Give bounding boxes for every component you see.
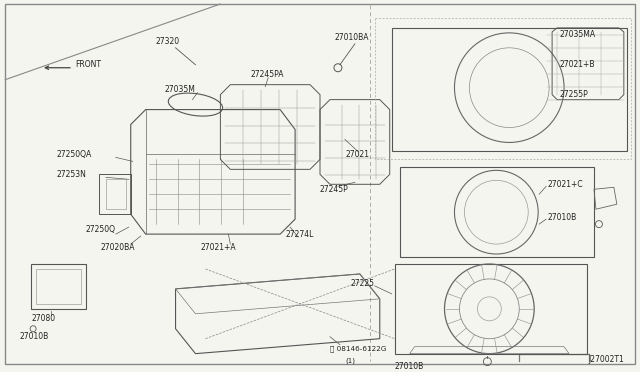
Text: 27010B: 27010B [19, 332, 49, 341]
Text: 27250Q: 27250Q [86, 225, 116, 234]
Text: 27255P: 27255P [559, 90, 588, 99]
Text: 27020BA: 27020BA [101, 243, 135, 251]
Text: 27021+B: 27021+B [559, 60, 595, 69]
Text: FRONT: FRONT [75, 60, 101, 69]
Text: 27225: 27225 [351, 279, 375, 288]
Text: 27021: 27021 [346, 150, 370, 159]
Text: 27320: 27320 [156, 37, 180, 46]
Text: 27035MA: 27035MA [559, 31, 595, 39]
Text: 27010BA: 27010BA [335, 33, 369, 42]
Text: 27021+A: 27021+A [200, 243, 236, 251]
Text: 27250QA: 27250QA [56, 150, 92, 159]
Text: (1): (1) [345, 357, 355, 364]
Text: 27010B: 27010B [395, 362, 424, 371]
Text: 27021+C: 27021+C [547, 180, 583, 189]
Text: 27080: 27080 [31, 314, 55, 323]
Text: 27010B: 27010B [547, 213, 577, 222]
Text: 27245PA: 27245PA [250, 70, 284, 79]
Text: Ⓑ 08146-6122G: Ⓑ 08146-6122G [330, 345, 387, 352]
Text: 27245P: 27245P [320, 185, 349, 194]
Text: 27035M: 27035M [164, 85, 195, 94]
Text: 27274L: 27274L [285, 230, 314, 238]
Text: J27002T1: J27002T1 [588, 355, 624, 363]
Text: 27253N: 27253N [56, 170, 86, 179]
